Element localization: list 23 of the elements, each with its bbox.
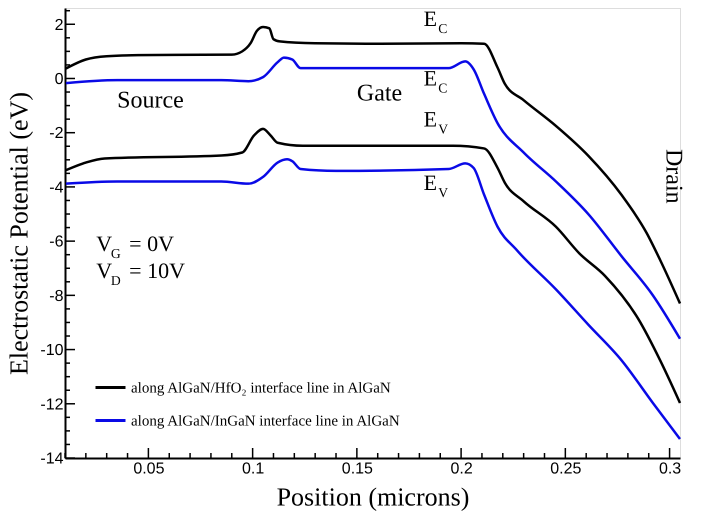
line-series [64,56,682,340]
legend-label: along AlGaN/HfO₂ interface line in AlGaN [131,380,391,396]
y-tick-label: -14 [40,450,64,468]
y-tick-label: -4 [49,179,64,196]
y-tick-label: -6 [49,234,64,251]
annotation: Gate [356,80,402,107]
x-tick-label: 0.25 [550,460,582,478]
annotation: Drain [660,148,687,204]
x-tick-label: 0.05 [133,460,165,478]
y-tick-label: -10 [40,342,64,360]
x-tick-label: 0.15 [342,460,374,478]
x-tick-label: 0.3 [658,460,682,478]
y-tick-label: -12 [40,396,64,414]
y-tick-label: 2 [54,16,64,34]
y-tick-label: -8 [49,288,64,305]
y-tick-label: 0 [54,70,64,88]
x-tick-label: 0.2 [450,460,473,478]
y-axis-title: Electrostatic Potential (eV) [4,92,34,376]
annotation: Source [117,87,184,114]
y-tick-label: -2 [49,125,64,142]
legend-label: along AlGaN/InGaN interface line in AlGaN [131,414,400,430]
x-tick-label: 0.1 [242,460,264,478]
x-axis-title: Position (microns) [276,482,470,512]
